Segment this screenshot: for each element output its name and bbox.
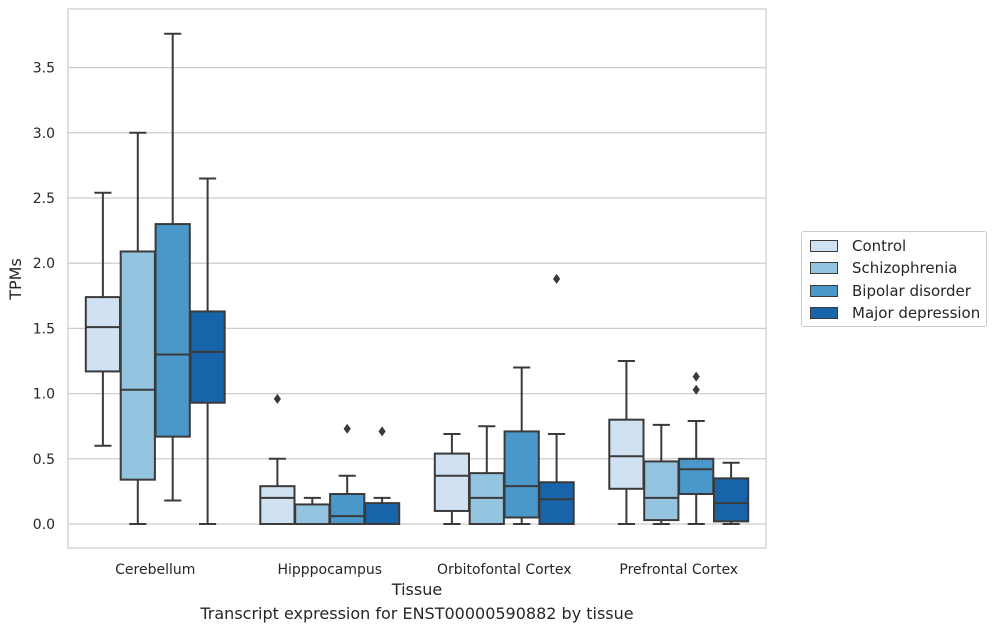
box (433, 452, 471, 512)
box (678, 457, 715, 496)
box-group (154, 32, 191, 502)
legend-label-schizophrenia: Schizophrenia (852, 259, 958, 277)
box-group (189, 177, 226, 525)
y-axis-label: TPMs (6, 258, 25, 301)
legend-label-bipolar-disorder: Bipolar disorder (852, 282, 971, 300)
box-group (329, 423, 366, 525)
x-tick-label: Cerebellum (115, 562, 195, 578)
box-group (433, 433, 471, 525)
outlier-point (343, 423, 351, 434)
x-axis-label: Tissue (391, 580, 442, 599)
outlier-point (378, 426, 386, 437)
box-group (643, 423, 680, 525)
legend-item-schizophrenia: Schizophrenia (810, 258, 957, 278)
box (119, 250, 156, 481)
box (189, 310, 226, 404)
y-tick-label: 2.5 (33, 191, 55, 207)
box (84, 296, 122, 373)
box-group (538, 273, 575, 526)
x-tick-label: Orbitofontal Cortex (437, 562, 572, 578)
y-tick-label: 2.0 (33, 256, 55, 272)
x-tick-labels: Cerebellum Hipppocampus Orbitofontal Corte… (115, 562, 738, 578)
box (712, 477, 750, 523)
box (329, 493, 366, 525)
y-tick-label: 0.0 (33, 517, 55, 533)
x-tick-label: Hipppocampus (277, 562, 382, 578)
plot-frame (67, 8, 767, 549)
box-group (468, 425, 505, 526)
chart-caption: Transcript expression for ENST0000059088… (200, 604, 634, 623)
x-tick-label: Prefrontal Cortex (619, 562, 738, 578)
box (538, 481, 575, 526)
legend-swatch-schizophrenia (810, 262, 838, 274)
box-group (503, 366, 540, 525)
box (154, 223, 191, 438)
legend-item-major-depression: Major depression (810, 303, 980, 323)
legend-swatch-control (810, 240, 838, 252)
y-tick-label: 3.0 (33, 126, 55, 142)
box (363, 502, 401, 525)
outlier-point (692, 384, 700, 395)
legend-item-bipolar-disorder: Bipolar disorder (810, 281, 971, 301)
box (259, 485, 296, 525)
box-group (678, 371, 715, 525)
legend-item-control: Control (810, 236, 906, 256)
outlier-point (273, 393, 281, 404)
y-tick-label: 1.5 (33, 321, 55, 337)
legend-swatch-bipolar-disorder (810, 285, 838, 297)
box-group (608, 360, 645, 525)
box-group (119, 131, 156, 525)
legend: Control Schizophrenia Bipolar disorder M… (801, 231, 987, 327)
y-tick-label: 3.5 (33, 61, 55, 77)
legend-swatch-major-depression (810, 307, 838, 319)
outlier-point (553, 273, 561, 284)
y-tick-labels: 0.0 0.5 1.0 1.5 2.0 2.5 3.0 3.5 (33, 61, 55, 533)
box (294, 503, 331, 526)
box-group (84, 191, 122, 447)
box (503, 430, 540, 519)
y-tick-label: 1.0 (33, 387, 55, 403)
box-group (259, 393, 296, 525)
box-group (712, 461, 750, 525)
legend-label-control: Control (852, 237, 907, 255)
box (608, 418, 645, 490)
box-layer (84, 32, 750, 526)
box-group (363, 426, 401, 525)
box-group (294, 496, 331, 526)
box (643, 460, 680, 522)
legend-label-major-depression: Major depression (852, 304, 981, 322)
y-tick-label: 0.5 (33, 452, 55, 468)
outlier-point (692, 371, 700, 382)
